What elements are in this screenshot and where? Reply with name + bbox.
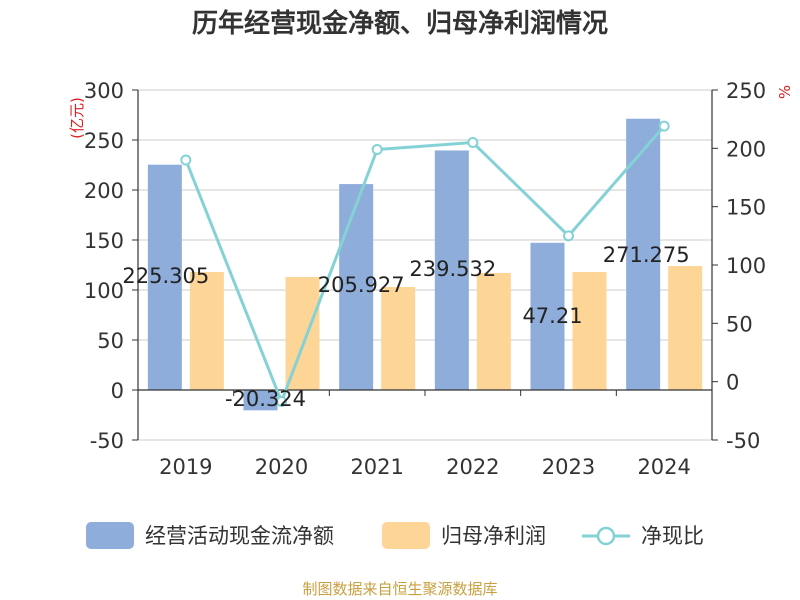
right-tick-label: 250	[726, 79, 766, 103]
bar-netprofit	[572, 272, 607, 390]
data-label: 205.927	[318, 273, 405, 297]
left-tick-label: 100	[84, 279, 124, 303]
ratio-line	[180, 120, 670, 407]
category-label: 2022	[446, 455, 499, 479]
bar-cashflow	[339, 184, 374, 390]
data-label: -20.324	[225, 387, 306, 411]
category-labels: 2019 2020 2021 2022 2023 2024	[159, 455, 691, 479]
legend-item-ratio[interactable]: 净现比	[582, 524, 704, 548]
ratio-point	[658, 120, 670, 132]
bar-netprofit	[668, 266, 703, 390]
left-tick-label: 150	[84, 229, 124, 253]
category-label: 2023	[542, 455, 595, 479]
right-tick-label: 0	[726, 371, 739, 395]
left-axis-ticks: -50 0 50 100 150 200 250 300	[84, 79, 138, 453]
ratio-point	[276, 396, 287, 407]
left-tick-label: 0	[111, 379, 124, 403]
right-axis-ticks: -50 0 50 100 150 200 250	[712, 79, 766, 453]
right-tick-label: -50	[726, 429, 760, 453]
legend-label-ratio: 净现比	[641, 524, 704, 548]
data-label: 225.305	[122, 264, 209, 288]
data-label: 271.275	[603, 243, 690, 267]
right-tick-label: 100	[726, 254, 766, 278]
left-tick-label: 50	[97, 329, 124, 353]
bar-cashflow	[434, 150, 469, 390]
bars	[147, 118, 703, 411]
bar-cashflow	[530, 242, 565, 390]
right-tick-label: 50	[726, 312, 753, 336]
legend-label-netprofit: 归母净利润	[441, 524, 546, 548]
right-tick-label: 200	[726, 137, 766, 161]
category-label: 2021	[350, 455, 403, 479]
ratio-point	[563, 230, 574, 242]
data-label: 239.532	[409, 257, 496, 281]
bar-cashflow	[243, 390, 278, 411]
bar-netprofit	[285, 277, 320, 390]
category-label: 2024	[637, 455, 690, 479]
ratio-line-path	[184, 125, 666, 406]
right-axis-unit: %	[776, 85, 794, 99]
source-note: 制图数据来自恒生聚源数据库	[302, 580, 497, 598]
data-label: 47.21	[522, 304, 582, 328]
left-tick-label: 250	[84, 129, 124, 153]
legend-item-netprofit[interactable]: 归母净利润	[382, 522, 546, 549]
axes	[137, 90, 713, 440]
legend-label-cashflow: 经营活动现金流净额	[145, 524, 334, 548]
category-label: 2020	[255, 455, 308, 479]
legend: 经营活动现金流净额 归母净利润 净现比	[86, 522, 704, 549]
left-tick-label: 300	[84, 79, 124, 103]
left-tick-label: -50	[90, 429, 124, 453]
left-tick-label: 200	[84, 179, 124, 203]
bar-netprofit	[381, 287, 416, 390]
legend-swatch-netprofit	[382, 522, 430, 549]
bar-netprofit	[476, 273, 511, 390]
ratio-point	[467, 137, 479, 148]
chart-title: 历年经营现金净额、归母净利润情况	[192, 8, 608, 39]
legend-marker-ratio	[596, 526, 616, 546]
bar-cashflow	[147, 164, 182, 390]
left-axis-unit: (亿元)	[68, 97, 86, 139]
category-label: 2019	[159, 455, 212, 479]
legend-item-cashflow[interactable]: 经营活动现金流净额	[86, 522, 334, 549]
legend-swatch-cashflow	[86, 522, 134, 549]
bar-netprofit	[189, 272, 224, 390]
ratio-point	[371, 144, 383, 155]
right-tick-label: 150	[726, 196, 766, 220]
ratio-point	[180, 154, 192, 166]
